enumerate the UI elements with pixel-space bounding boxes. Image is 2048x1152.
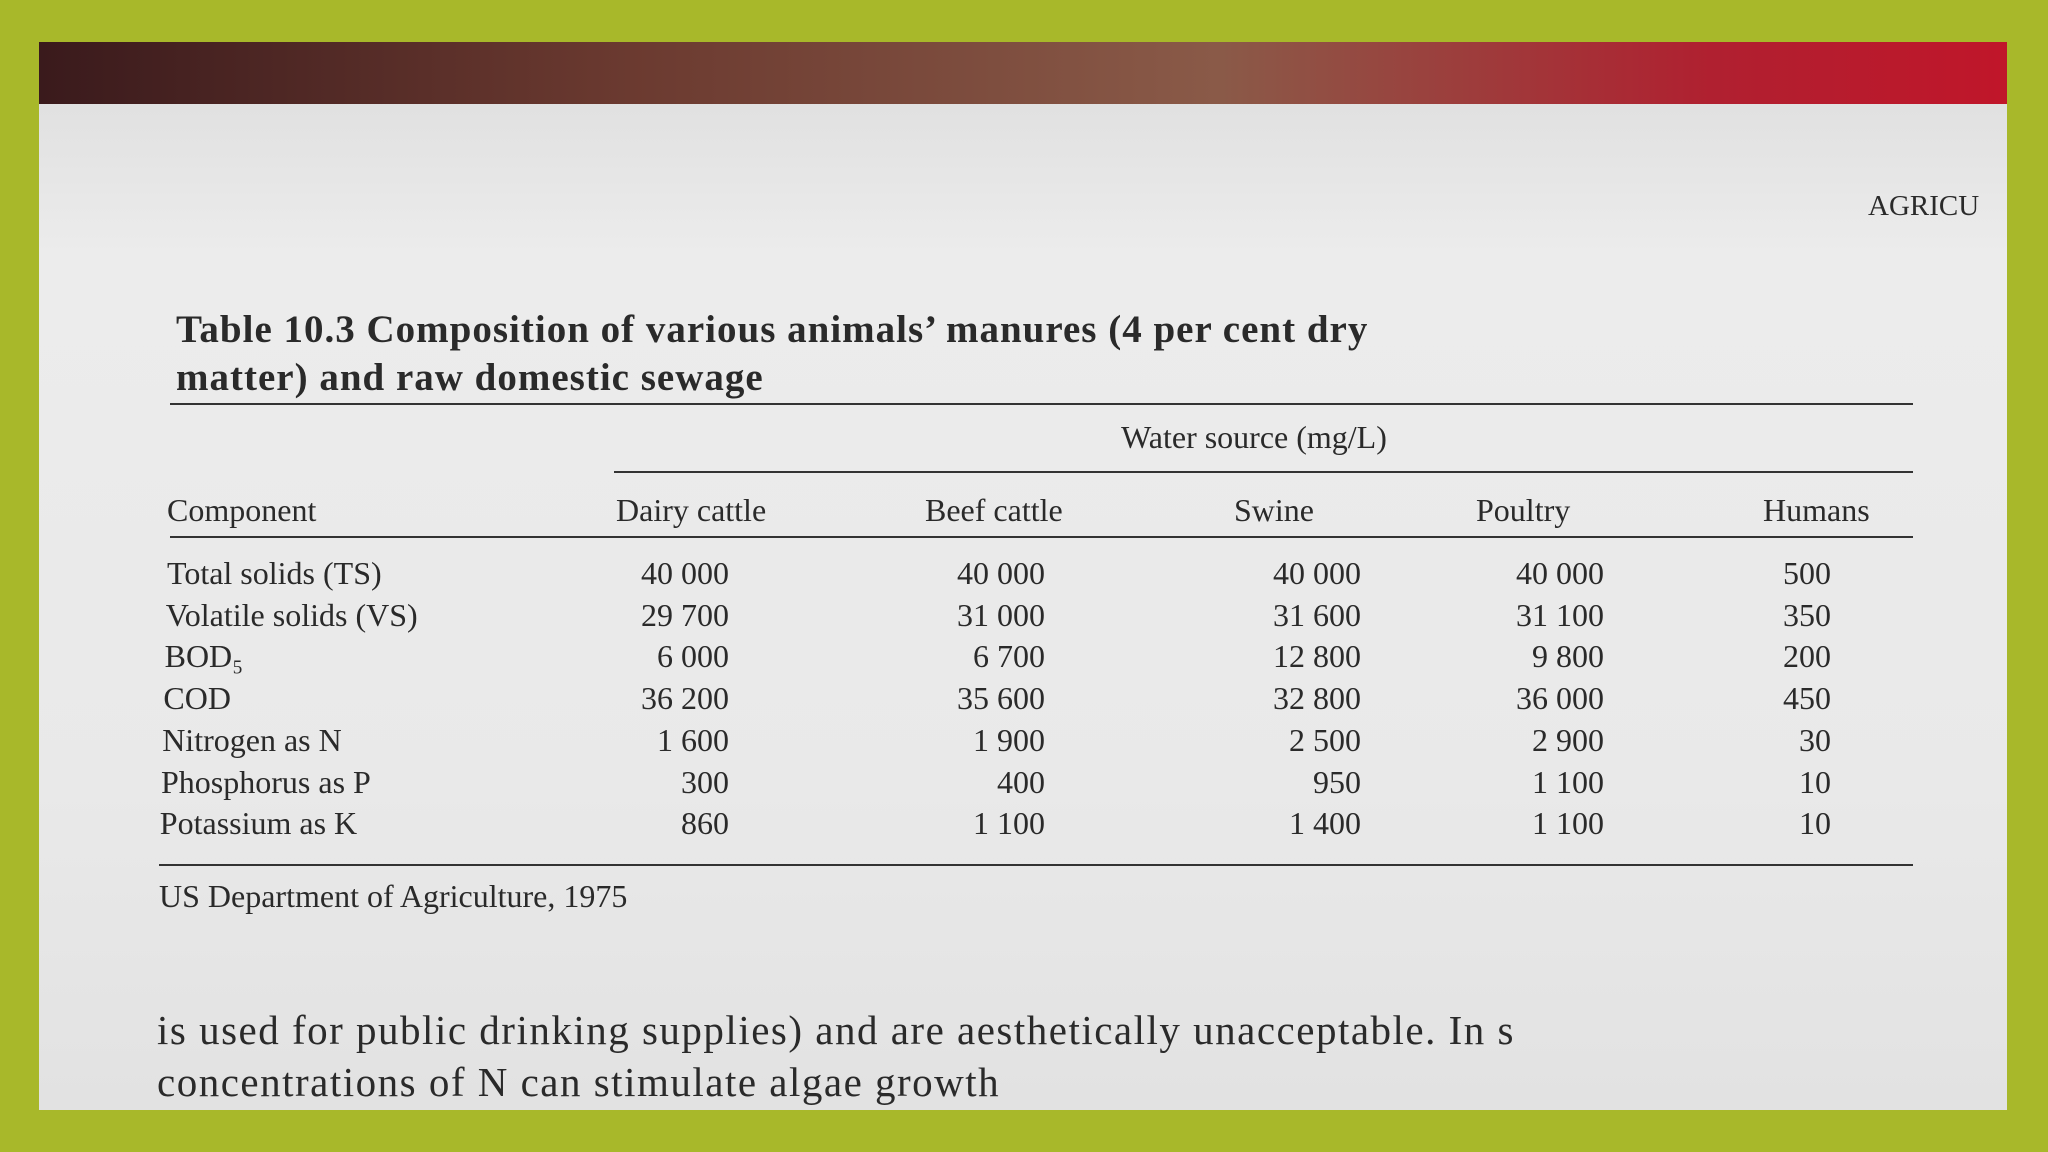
table-title: matter) and raw domestic sewage [176, 356, 764, 399]
row-label: Nitrogen as N [162, 721, 342, 758]
cell-value: 350 [1783, 596, 1831, 633]
cell-value: 300 [681, 763, 729, 800]
cell-value: 35 600 [957, 680, 1045, 717]
column-header: Swine [1234, 492, 1314, 528]
row-label: Phosphorus as P [161, 763, 371, 800]
cell-value: 32 800 [1273, 680, 1361, 717]
row-label: Volatile solids (VS) [165, 596, 418, 633]
cell-value: 36 200 [641, 680, 729, 717]
cell-value: 1 400 [1289, 805, 1361, 842]
row-label: Total solids (TS) [167, 555, 382, 591]
row-label: Potassium as K [159, 805, 358, 842]
cell-value: 9 800 [1532, 638, 1604, 675]
rule [170, 403, 1913, 405]
cell-value: 31 600 [1273, 596, 1361, 633]
cell-value: 31 100 [1516, 596, 1604, 633]
cell-value: 860 [681, 805, 729, 842]
cell-value: 40 000 [957, 555, 1045, 591]
table-source: US Department of Agriculture, 1975 [159, 878, 628, 914]
cell-value: 12 800 [1273, 638, 1361, 675]
column-header: Poultry [1476, 492, 1571, 528]
cell-value: 30 [1799, 721, 1831, 758]
column-header: Humans [1763, 492, 1870, 528]
rule [614, 471, 1913, 473]
cell-value: 10 [1799, 763, 1831, 800]
cell-value: 6 000 [657, 638, 729, 675]
column-header: Beef cattle [925, 492, 1063, 528]
running-head: AGRICU [1868, 190, 1980, 222]
cell-value: 1 100 [1532, 805, 1604, 842]
column-header: Component [167, 492, 317, 528]
cell-value: 500 [1783, 555, 1831, 591]
cell-value: 29 700 [641, 596, 729, 633]
cell-value: 1 100 [1532, 763, 1604, 800]
rule [170, 536, 1913, 538]
body-text: concentrations of N can stimulate algae … [157, 1059, 1001, 1105]
cell-value: 1 900 [973, 721, 1045, 758]
top-edge [39, 42, 2007, 104]
cell-value: 40 000 [1273, 555, 1361, 591]
table-title: Table 10.3 Composition of various animal… [176, 308, 1369, 351]
cell-value: 1 600 [657, 721, 729, 758]
cell-value: 40 000 [641, 555, 729, 591]
cell-value: 36 000 [1516, 680, 1604, 717]
cell-value: 2 900 [1532, 721, 1604, 758]
cell-value: 950 [1313, 763, 1361, 800]
column-header: Dairy cattle [616, 492, 767, 528]
cell-value: 2 500 [1289, 721, 1361, 758]
cell-value: 450 [1783, 680, 1831, 717]
cell-value: 10 [1799, 805, 1831, 842]
page-photo: AGRICU Table 10.3 Composition of various… [39, 42, 2007, 1110]
cell-value: 400 [997, 763, 1045, 800]
row-label: BOD₅ [164, 638, 244, 675]
cell-value: 200 [1783, 638, 1831, 675]
group-header: Water source (mg/L) [1121, 419, 1387, 455]
cell-value: 31 000 [957, 596, 1045, 633]
cell-value: 1 100 [973, 805, 1045, 842]
cell-value: 40 000 [1516, 555, 1604, 591]
row-label: COD [163, 680, 231, 717]
rule [159, 864, 1913, 866]
cell-value: 6 700 [973, 638, 1045, 675]
body-text: is used for public drinking supplies) an… [157, 1007, 1515, 1053]
